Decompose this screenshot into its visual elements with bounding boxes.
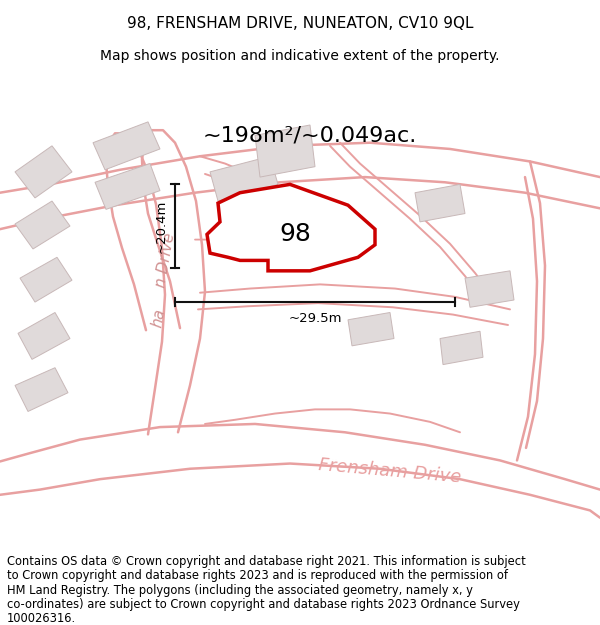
Text: to Crown copyright and database rights 2023 and is reproduced with the permissio: to Crown copyright and database rights 2… xyxy=(7,569,508,582)
Text: ~29.5m: ~29.5m xyxy=(288,312,342,325)
Polygon shape xyxy=(415,184,465,222)
Text: ~20.4m: ~20.4m xyxy=(155,199,167,252)
Polygon shape xyxy=(15,368,68,411)
Polygon shape xyxy=(440,331,483,364)
Polygon shape xyxy=(348,312,394,346)
Polygon shape xyxy=(465,271,514,308)
Text: ~198m²/~0.049ac.: ~198m²/~0.049ac. xyxy=(203,126,417,146)
Text: Contains OS data © Crown copyright and database right 2021. This information is : Contains OS data © Crown copyright and d… xyxy=(7,555,526,568)
Polygon shape xyxy=(207,184,375,271)
Text: Map shows position and indicative extent of the property.: Map shows position and indicative extent… xyxy=(100,49,500,63)
Text: HM Land Registry. The polygons (including the associated geometry, namely x, y: HM Land Registry. The polygons (includin… xyxy=(7,584,473,597)
Text: 100026316.: 100026316. xyxy=(7,612,76,625)
Polygon shape xyxy=(18,312,70,359)
Polygon shape xyxy=(93,122,160,170)
Text: n Drive: n Drive xyxy=(153,232,177,289)
Polygon shape xyxy=(20,258,72,302)
Polygon shape xyxy=(15,201,70,249)
Text: co-ordinates) are subject to Crown copyright and database rights 2023 Ordnance S: co-ordinates) are subject to Crown copyr… xyxy=(7,598,520,611)
Text: 98: 98 xyxy=(279,222,311,246)
Polygon shape xyxy=(210,156,278,201)
Polygon shape xyxy=(15,146,72,198)
Text: 98, FRENSHAM DRIVE, NUNEATON, CV10 9QL: 98, FRENSHAM DRIVE, NUNEATON, CV10 9QL xyxy=(127,16,473,31)
Polygon shape xyxy=(255,125,315,177)
Text: ha: ha xyxy=(150,307,168,328)
Text: Frensham Drive: Frensham Drive xyxy=(318,456,462,486)
Polygon shape xyxy=(95,164,160,209)
